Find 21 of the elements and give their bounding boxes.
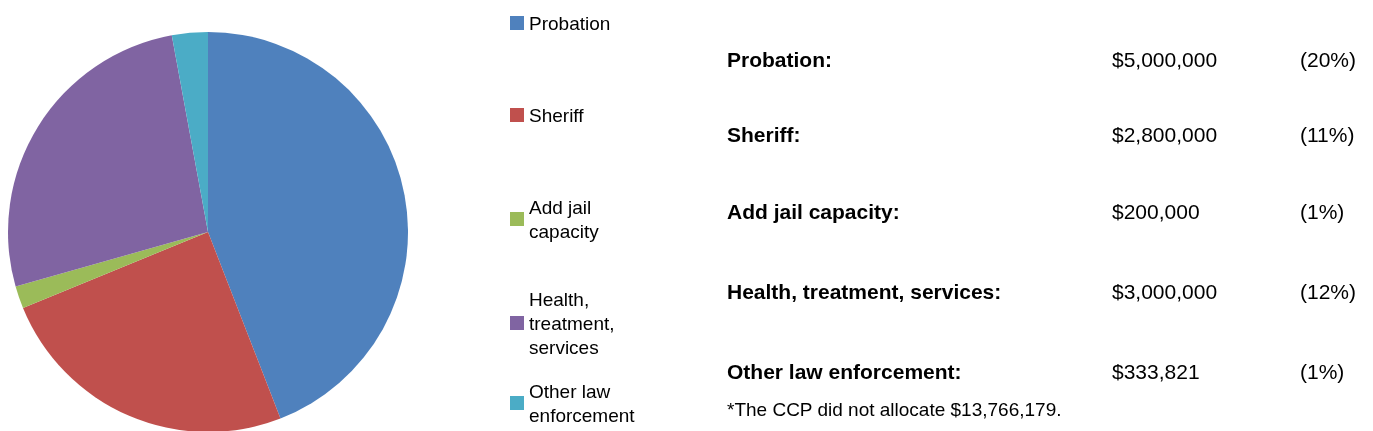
text: Other law enforcement: xyxy=(727,360,962,384)
text: (20%) xyxy=(1300,48,1357,72)
legend-label: Sheriff xyxy=(529,104,585,126)
text: $2,800,000 xyxy=(1112,123,1218,147)
text: (12%) xyxy=(1300,280,1357,304)
text: $200,000 xyxy=(1112,200,1200,224)
text: Sheriff: xyxy=(727,123,801,147)
text: Health, treatment, services: xyxy=(727,280,1002,304)
text: Probation: xyxy=(727,48,832,72)
legend-label: Probation xyxy=(529,12,611,34)
text: (1%) xyxy=(1300,360,1345,384)
text: (1%) xyxy=(1300,200,1345,224)
text: $3,000,000 xyxy=(1112,280,1218,304)
text: *The CCP did not allocate $13,766,179. xyxy=(727,399,1062,421)
legend-label: Add jail capacity xyxy=(529,196,600,242)
text: $5,000,000 xyxy=(1112,48,1218,72)
text: $333,821 xyxy=(1112,360,1200,384)
legend-label: Health, treatment, services xyxy=(529,288,620,358)
legend-label: Other law enforcement xyxy=(529,380,636,426)
text: (11%) xyxy=(1300,123,1355,147)
text: Add jail capacity: xyxy=(727,200,900,224)
